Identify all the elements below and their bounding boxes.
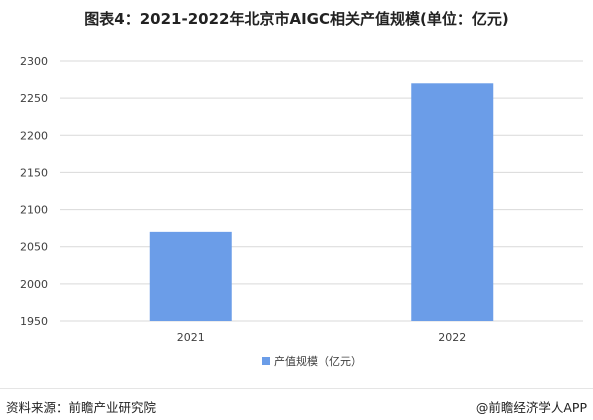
x-tick-label: 2021 — [177, 331, 205, 344]
legend-label: 产值规模（亿元） — [274, 354, 362, 368]
source-note: 资料来源：前瞻产业研究院 — [6, 400, 157, 415]
bar — [411, 83, 494, 322]
bar-chart: 1950 2000 2050 2100 2150 2200 2250 2300 2021 2022… — [20, 55, 583, 368]
footer: 资料来源：前瞻产业研究院 @前瞻经济学人APP — [0, 388, 593, 420]
legend-swatch — [262, 357, 270, 365]
y-tick-label: 2300 — [20, 55, 48, 68]
chart-title: 图表4：2021-2022年北京市AIGC相关产值规模(单位：亿元) — [84, 10, 509, 28]
y-tick-label: 2200 — [20, 129, 48, 142]
bar — [149, 231, 232, 321]
y-tick-label: 2150 — [20, 166, 48, 179]
y-tick-label: 2000 — [20, 278, 48, 291]
y-tick-label: 2050 — [20, 241, 48, 254]
y-tick-label: 2100 — [20, 204, 48, 217]
x-tick-label: 2022 — [438, 331, 466, 344]
y-tick-label: 1950 — [20, 315, 48, 328]
brand-credit: @前瞻经济学人APP — [475, 400, 587, 415]
y-tick-label: 2250 — [20, 92, 48, 105]
